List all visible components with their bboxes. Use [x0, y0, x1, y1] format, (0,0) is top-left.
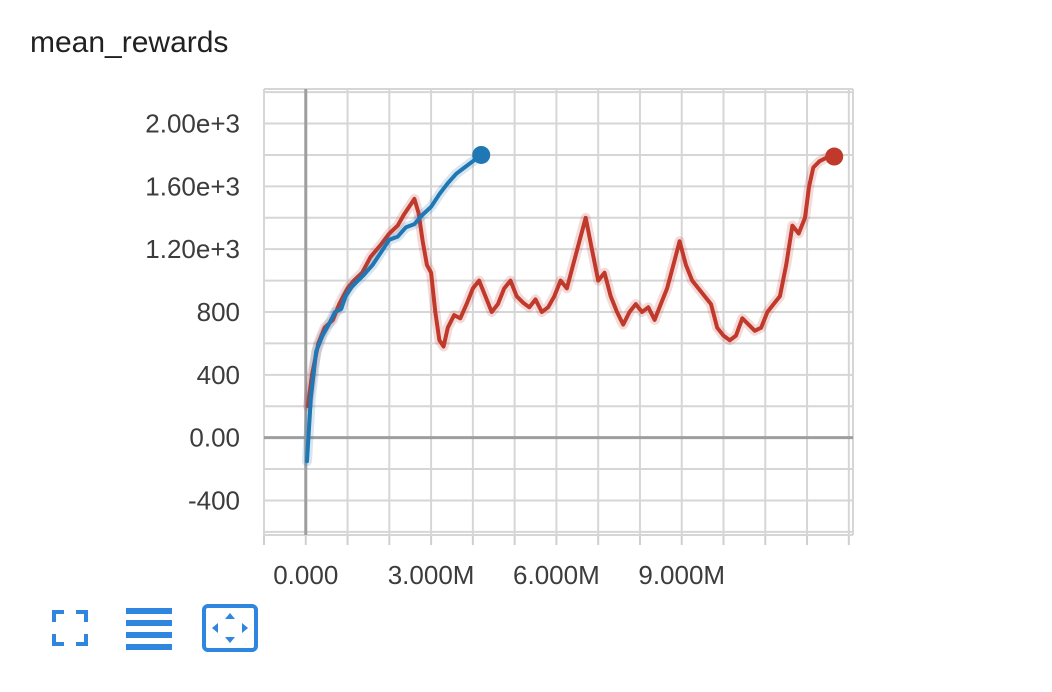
- x-tick-label: 9.000M: [638, 560, 725, 590]
- series-band-1: [302, 150, 487, 467]
- x-tick-label: 6.000M: [513, 560, 600, 590]
- fullscreen-button[interactable]: [52, 610, 88, 651]
- toggle-log-list-button[interactable]: [126, 608, 172, 655]
- y-tick-label: 0.00: [189, 423, 240, 453]
- fullscreen-icon: [52, 610, 88, 646]
- x-tick-labels: 0.000 3.000M 6.000M 9.000M: [273, 560, 725, 590]
- y-tick-label: -400: [188, 485, 240, 515]
- grid-lines: [263, 88, 854, 545]
- series-lines: [302, 145, 844, 467]
- series-end-marker-0: [825, 147, 844, 166]
- series-line-1: [305, 153, 484, 464]
- fit-domain-button[interactable]: [202, 604, 258, 657]
- series-line-0: [305, 154, 837, 409]
- list-icon: [126, 608, 172, 650]
- chart-title: mean_rewards: [30, 26, 229, 59]
- series-end-marker-1: [472, 145, 491, 164]
- y-tick-label: 1.60e+3: [145, 171, 240, 201]
- x-tick-label: 0.000: [273, 560, 338, 590]
- y-tick-label: 800: [197, 297, 240, 327]
- y-tick-labels: -400 0.00 400 800 1.20e+3 1.60e+3 2.00e+3: [145, 109, 240, 516]
- chart-toolbar: [46, 604, 276, 654]
- x-tick-label: 3.000M: [388, 560, 475, 590]
- y-tick-label: 1.20e+3: [145, 234, 240, 264]
- y-tick-label: 2.00e+3: [145, 109, 240, 139]
- line-chart[interactable]: -400 0.00 400 800 1.20e+3 1.60e+3 2.00e+3 0.00…: [0, 0, 1052, 600]
- y-tick-label: 400: [197, 360, 240, 390]
- fit-to-domain-icon: [202, 604, 258, 652]
